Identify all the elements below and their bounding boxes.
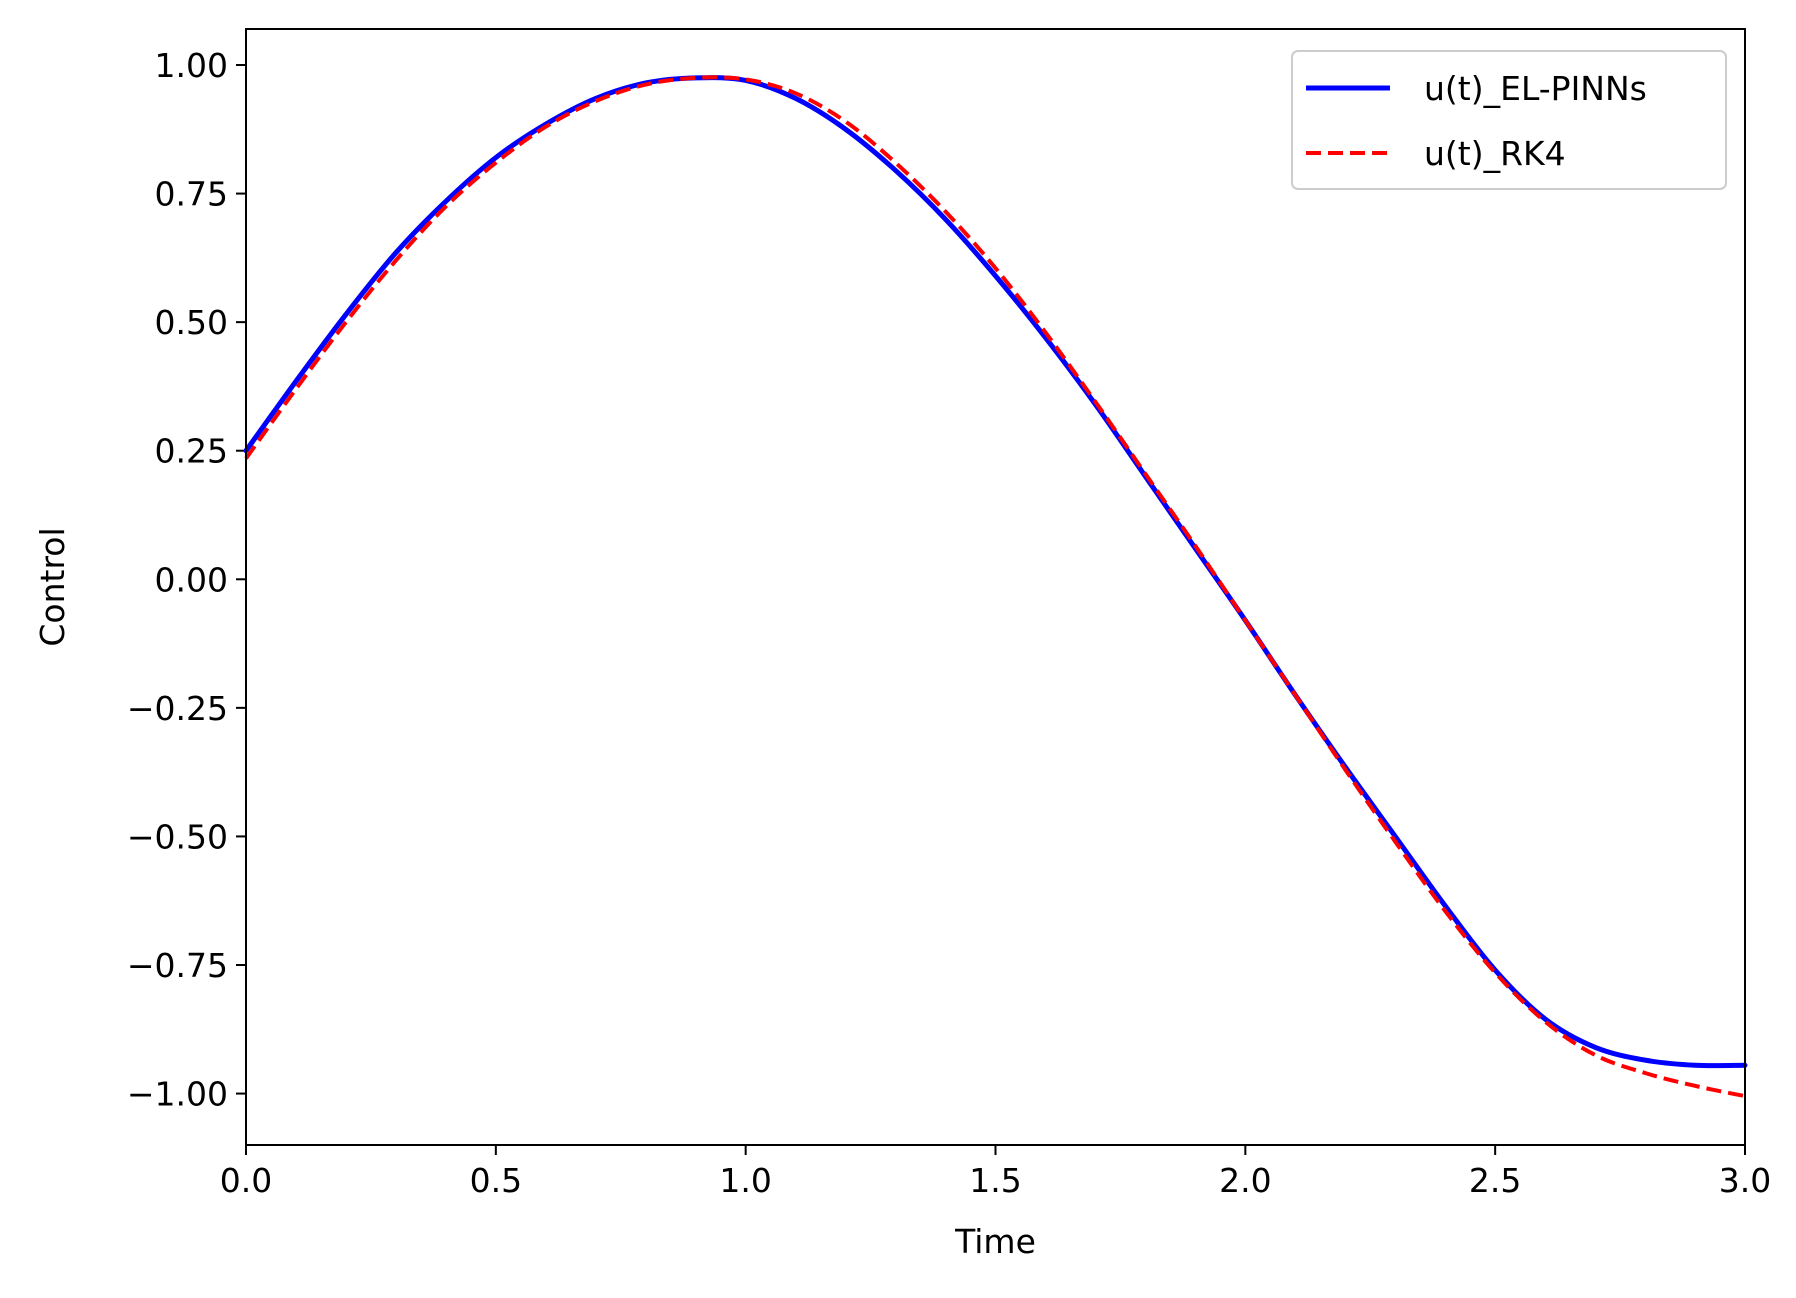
legend-label-rk4: u(t)_RK4 — [1424, 134, 1566, 173]
plot-area-frame — [245, 28, 1746, 1146]
x-tick-label: 2.5 — [1469, 1161, 1521, 1200]
y-tick-label: 1.00 — [155, 46, 228, 85]
x-tick-label: 0.0 — [220, 1161, 272, 1200]
y-tick-label: 0.75 — [155, 175, 228, 214]
y-tick-label: 0.25 — [155, 432, 228, 471]
series-layer — [243, 75, 1748, 1099]
series-line-rk4 — [244, 75, 1746, 1099]
y-axis-label: Control — [33, 527, 72, 646]
legend-box — [1291, 50, 1727, 190]
x-tick-label: 2.0 — [1219, 1161, 1271, 1200]
x-tick-label: 3.0 — [1719, 1161, 1771, 1200]
y-tick-label: −0.25 — [127, 689, 228, 728]
y-tick-label: −0.75 — [127, 946, 228, 985]
x-tick-label: 1.5 — [969, 1161, 1021, 1200]
y-tick-label: −0.50 — [127, 817, 228, 856]
series-line-el-pinns — [243, 75, 1748, 1069]
x-axis-label: Time — [954, 1222, 1036, 1261]
legend-label-el-pinns: u(t)_EL-PINNs — [1424, 69, 1647, 108]
y-tick-label: −1.00 — [127, 1075, 228, 1114]
y-tick-label: 0.00 — [155, 560, 228, 599]
legend: u(t)_EL-PINNs u(t)_RK4 — [1291, 50, 1727, 190]
x-tick-label: 0.5 — [470, 1161, 522, 1200]
y-tick-label: 0.50 — [155, 303, 228, 342]
x-axis-ticks: 0.0 0.5 1.0 1.5 2.0 2.5 3.0 — [220, 1145, 1771, 1200]
y-axis-ticks: 1.00 0.75 0.50 0.25 0.00 −0.25 −0.50 −0.75 −1.00 — [127, 46, 246, 1114]
x-tick-label: 1.0 — [719, 1161, 771, 1200]
